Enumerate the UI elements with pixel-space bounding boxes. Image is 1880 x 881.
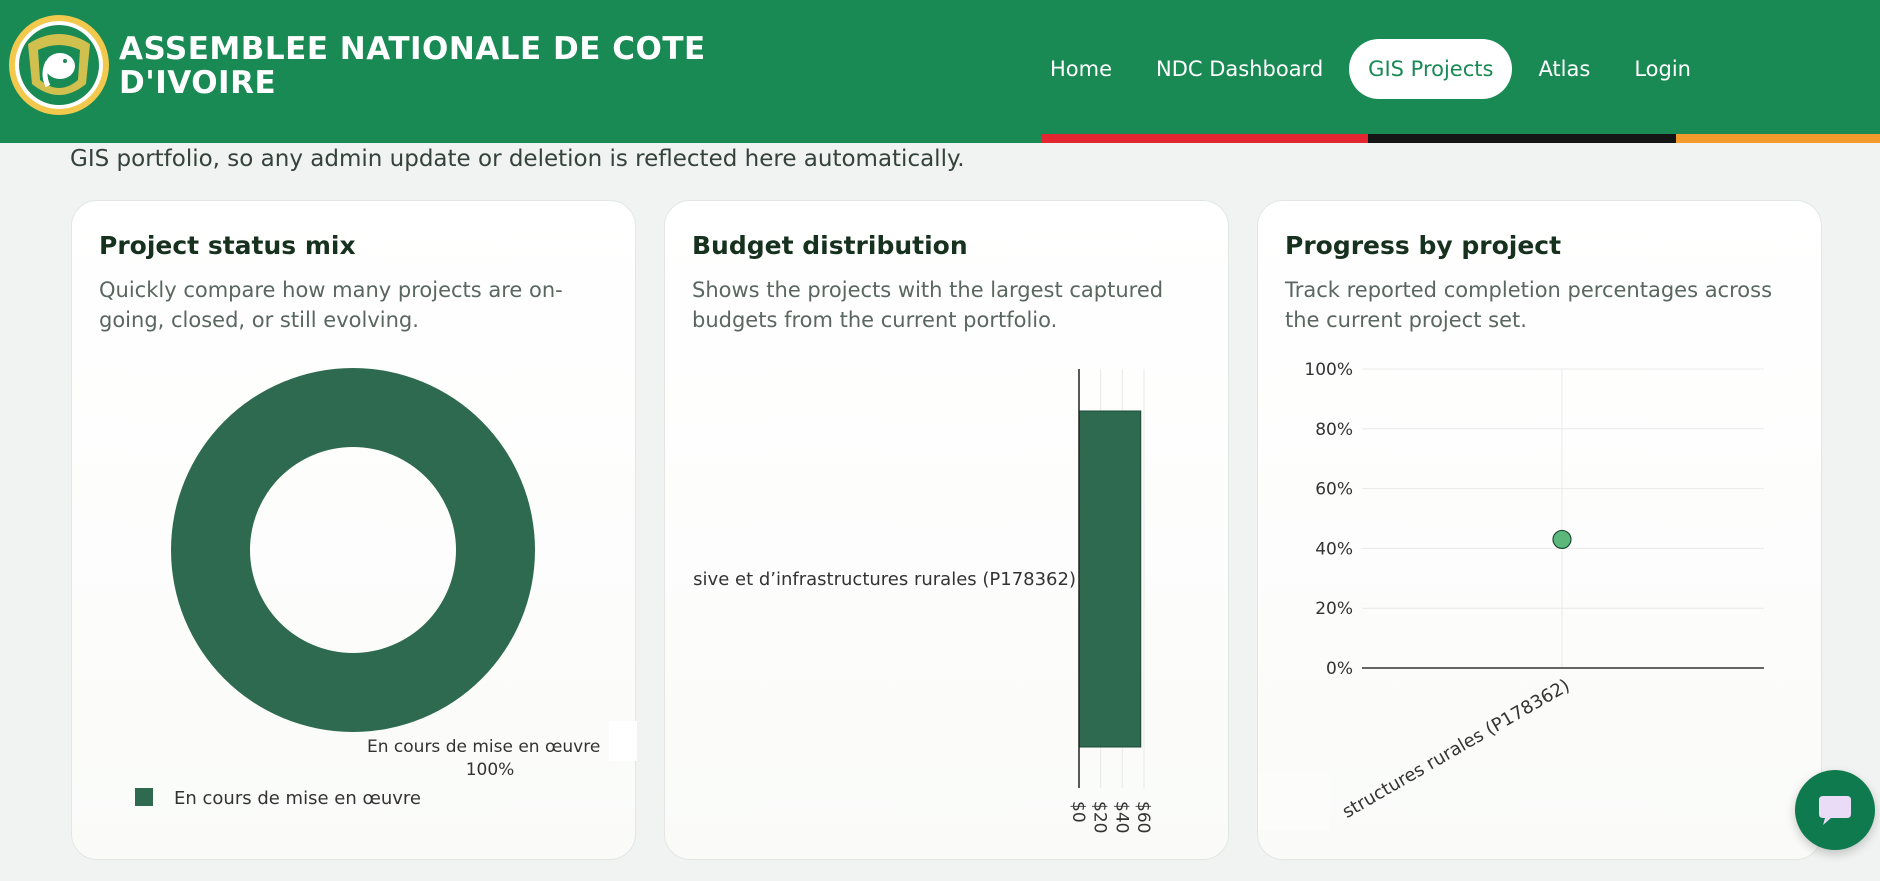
site-title-line2: D'IVOIRE — [119, 65, 277, 101]
card-title: Progress by project — [1285, 231, 1562, 260]
label-clip-mask — [609, 721, 637, 761]
progress-y-tick-label: 40% — [1315, 539, 1353, 559]
card-description: Shows the projects with the largest capt… — [692, 278, 1164, 332]
flag-stripe-orange — [1676, 134, 1880, 143]
progress-scatter-chart: 0% 20% 40% 60% 80% 100% structures rurales (P… — [1258, 360, 1764, 831]
progress-y-tick-label: 0% — [1326, 659, 1353, 679]
progress-y-tick-label: 60% — [1315, 480, 1353, 500]
progress-category-label: structures rurales (P178362) — [1339, 675, 1574, 823]
budget-x-tick-label: $0 — [1068, 801, 1088, 823]
chat-button[interactable] — [1795, 770, 1875, 850]
intro-text: GIS portfolio, so any admin update or de… — [70, 146, 965, 172]
chat-bubble-icon — [1819, 796, 1851, 825]
budget-bar-chart: sive et d’infrastructures rurales (P1783… — [693, 369, 1153, 833]
site-header: ASSEMBLEE NATIONALE DE COTE D'IVOIRE Hom… — [0, 0, 1880, 143]
legend-swatch[interactable] — [135, 788, 153, 806]
slice-label: En cours de mise en œuvre — [367, 737, 600, 757]
donut-slice[interactable] — [171, 368, 535, 732]
progress-y-tick-label: 80% — [1315, 420, 1353, 440]
flag-stripe-red — [1042, 134, 1368, 143]
site-title[interactable]: ASSEMBLEE NATIONALE DE COTE D'IVOIRE — [119, 32, 706, 100]
nav-home[interactable]: Home — [1050, 57, 1113, 81]
label-clip-mask — [1258, 771, 1330, 831]
card-description: Quickly compare how many projects are on… — [99, 278, 563, 332]
progress-point[interactable] — [1552, 529, 1572, 550]
progress-y-tick-label: 100% — [1304, 360, 1353, 380]
status-card: Project status mix Quickly compare how m… — [71, 200, 637, 860]
progress-y-tick-label: 20% — [1315, 599, 1353, 619]
status-donut-chart: En cours de mise en œuvre 100% En cours … — [135, 368, 637, 809]
legend-label[interactable]: En cours de mise en œuvre — [174, 788, 421, 809]
budget-x-tick-label: $40 — [1111, 801, 1131, 833]
card-description: Track reported completion percentages ac… — [1285, 278, 1773, 332]
budget-card: Budget distribution Shows the projects w… — [664, 200, 1229, 860]
nav-atlas[interactable]: Atlas — [1538, 57, 1591, 81]
progress-gridlines: 0% 20% 40% 60% 80% 100% — [1304, 360, 1764, 679]
nav-ndc-dashboard[interactable]: NDC Dashboard — [1156, 57, 1324, 81]
budget-x-tick-label: $20 — [1090, 801, 1110, 833]
site-title-line1: ASSEMBLEE NATIONALE DE COTE — [119, 31, 706, 67]
slice-percent-label: 100% — [466, 760, 515, 780]
budget-x-tick-label: $60 — [1133, 801, 1153, 833]
flag-stripe-black — [1368, 134, 1676, 143]
budget-category-label: sive et d’infrastructures rurales (P1783… — [693, 569, 1076, 590]
coat-of-arms-elephant-icon[interactable] — [8, 14, 110, 116]
progress-card: Progress by project Track reported compl… — [1257, 200, 1822, 860]
nav-gis-projects[interactable]: GIS Projects — [1349, 39, 1513, 99]
card-title: Project status mix — [99, 231, 356, 260]
card-title: Budget distribution — [692, 231, 968, 260]
budget-bar[interactable] — [1078, 410, 1142, 748]
budget-x-ticks: $0 $20 $40 $60 — [1068, 801, 1153, 833]
main-nav: Home NDC Dashboard GIS Projects Atlas Lo… — [1028, 39, 1713, 99]
nav-login[interactable]: Login — [1634, 57, 1691, 81]
